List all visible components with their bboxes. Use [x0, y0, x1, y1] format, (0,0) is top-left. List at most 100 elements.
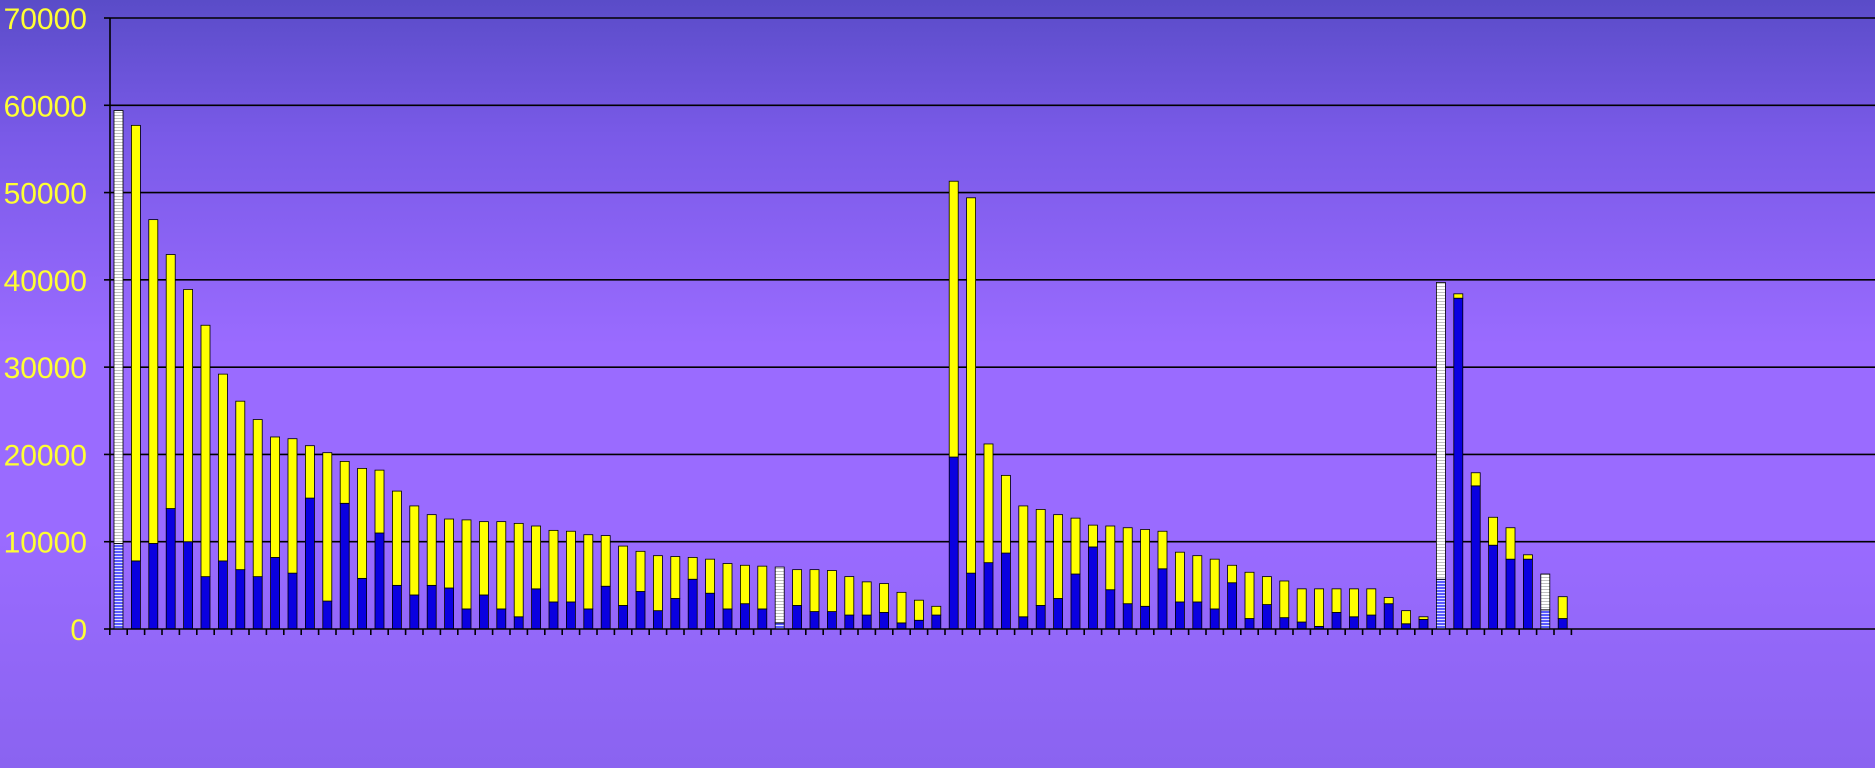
bar-segment-top [496, 521, 507, 610]
bar-segment-bottom [1418, 618, 1429, 630]
bar-segment-bottom [1488, 544, 1498, 630]
bar-segment-top [513, 522, 524, 618]
bar-segment-top [827, 570, 837, 612]
bar-segment-top [1436, 282, 1446, 580]
bar-segment-bottom [391, 584, 402, 630]
bar-segment-bottom [1470, 485, 1481, 630]
bar-segment-bottom [1366, 614, 1377, 630]
bar-segment-bottom [635, 591, 646, 630]
y-tick-label: 10000 [4, 527, 87, 560]
bar-segment-top [183, 289, 194, 543]
bar-segment-bottom [1557, 618, 1568, 630]
bar-segment-bottom [1070, 573, 1081, 630]
bar-segment-top [1523, 554, 1533, 560]
bar-segment-top [270, 436, 281, 558]
bar-segment-bottom [1192, 601, 1203, 630]
bar-segment-top [600, 535, 611, 587]
bar-segment-top [914, 599, 924, 621]
bar-segment-top [896, 591, 907, 624]
bar-segment-bottom [879, 612, 889, 630]
bar-segment-bottom [722, 608, 733, 630]
bar-segment-bottom [409, 594, 420, 630]
bar-segment-bottom [566, 601, 576, 630]
bar-segment-bottom [618, 605, 628, 630]
bar-segment-top [1001, 474, 1011, 554]
bar-segment-top [1557, 596, 1568, 619]
bar-segment-top [426, 514, 437, 586]
bar-segment-bottom [653, 610, 663, 630]
bar-segment-bottom [339, 502, 350, 630]
bar-segment-bottom [322, 600, 333, 630]
bar-segment-bottom [896, 622, 907, 630]
bar-segment-bottom [235, 569, 246, 630]
bar-segment-bottom [809, 611, 820, 630]
bar-segment-top [861, 581, 872, 616]
bar-segment-bottom [1244, 618, 1255, 630]
bar-segment-top [1453, 293, 1464, 299]
bar-segment-bottom [1088, 546, 1098, 630]
bar-segment-top [653, 555, 663, 612]
bar-segment-bottom [165, 508, 176, 630]
bar-segment-bottom [583, 608, 594, 630]
bar-segment-bottom [1453, 297, 1464, 630]
bar-segment-bottom [1140, 605, 1150, 630]
bar-segment-bottom [827, 611, 837, 630]
bar-segment-top [1331, 588, 1342, 613]
bar-segment-top [1105, 525, 1116, 591]
bar-segment-top [461, 519, 472, 610]
bar-segment-bottom [1349, 616, 1359, 630]
bar-segment-bottom [1122, 603, 1133, 630]
bar-segment-top [1401, 610, 1411, 625]
bar-segment-bottom [496, 608, 507, 630]
bar-segment-bottom [1001, 552, 1011, 630]
bar-segment-top [809, 569, 820, 612]
bar-segment-top [844, 576, 855, 616]
bar-segment-bottom [130, 560, 141, 630]
gridlines [110, 17, 1875, 543]
bar-segment-top [1018, 505, 1029, 618]
bar-segment-top [322, 452, 333, 602]
bar-segment-top [548, 529, 559, 603]
bar-segment-bottom [705, 592, 715, 630]
bar-segment-bottom [304, 497, 315, 630]
bar-segment-bottom [1296, 621, 1307, 630]
bar-segment-top [130, 124, 141, 562]
bar-segment-top [1383, 597, 1394, 605]
bar-segment-bottom [1018, 616, 1029, 630]
bar-segment-top [983, 443, 994, 564]
bar-segment-bottom [861, 614, 872, 630]
bar-segment-top [444, 518, 455, 589]
bar-segment-top [774, 566, 785, 624]
bar-segment-top [1279, 580, 1290, 619]
bar-segment-bottom [548, 601, 559, 630]
bar-segment-top [1227, 564, 1237, 584]
bar-segment-bottom [1053, 598, 1063, 630]
bar-segment-bottom [1105, 589, 1116, 630]
bar-segment-top [566, 530, 576, 603]
bar-segment-top [148, 219, 159, 544]
bar-segment-top [165, 254, 176, 509]
bar-segment-top [687, 557, 698, 580]
bar-segment-top [948, 180, 959, 458]
bar-segment-top [670, 556, 681, 599]
bar-segment-bottom [844, 614, 855, 630]
bar-segment-bottom [461, 608, 472, 630]
bar-segment-bottom [1436, 578, 1446, 630]
bar-segment-bottom [600, 585, 611, 630]
bar-segment-top [1157, 530, 1168, 570]
bar-segment-top [304, 445, 315, 499]
y-tick-label: 30000 [4, 352, 87, 385]
bar-segment-top [1470, 472, 1481, 487]
bar-segment-top [391, 490, 402, 586]
bar-segment-top [357, 467, 368, 579]
bar-segment-bottom [217, 560, 228, 630]
y-tick-label: 40000 [4, 265, 87, 298]
bar-segment-bottom [374, 532, 385, 630]
bars [113, 110, 1568, 630]
y-tick-label: 70000 [4, 3, 87, 36]
bar-segment-bottom [1279, 617, 1290, 630]
bar-segment-top [1209, 558, 1220, 610]
bar-segment-bottom [687, 578, 698, 630]
bar-segment-top [113, 110, 124, 544]
bar-segment-bottom [1157, 568, 1168, 630]
